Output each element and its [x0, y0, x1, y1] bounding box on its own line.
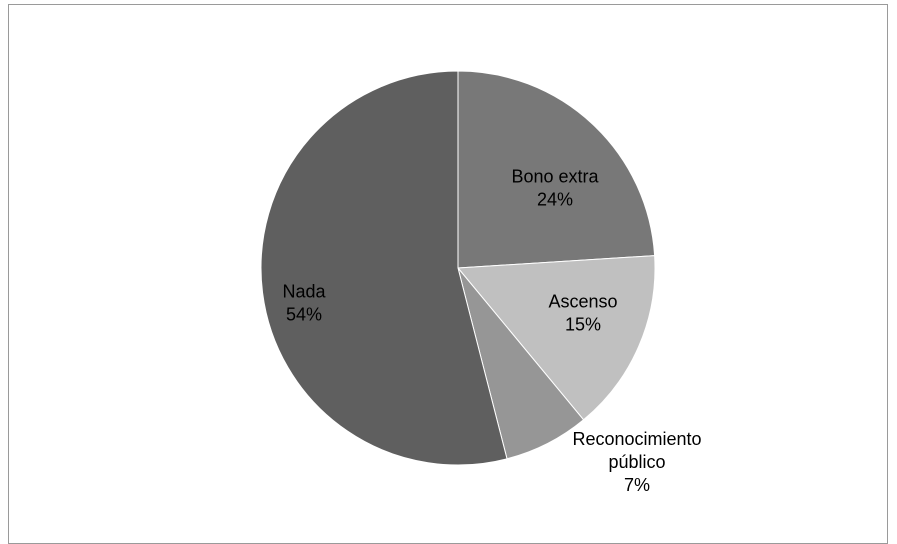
- pie-slices: [260, 70, 656, 466]
- pie-percent-label: 7%: [624, 475, 650, 495]
- pie-category-label: Nada: [282, 282, 326, 302]
- pie-slice-ascenso: [456, 255, 656, 421]
- pie-slice-nada: [260, 70, 508, 466]
- pie-labels: Bono extra 24% Ascenso 15% Reconocimiento púb…: [282, 167, 701, 496]
- pie-label-reconocimiento-público: Reconocimiento público 7%: [572, 429, 701, 495]
- pie-slice-bono-extra: [457, 70, 656, 269]
- pie-category-label: Ascenso: [548, 292, 617, 312]
- pie-label-nada: Nada 54%: [282, 282, 326, 325]
- pie-category-label: público: [608, 452, 665, 472]
- pie-category-label: Bono extra: [511, 167, 599, 187]
- pie-chart: Bono extra 24% Ascenso 15% Reconocimiento púb…: [260, 70, 702, 496]
- pie-percent-label: 15%: [565, 315, 601, 335]
- pie-label-bono-extra: Bono extra 24%: [511, 167, 599, 210]
- pie-category-label: Reconocimiento: [572, 429, 701, 449]
- pie-percent-label: 54%: [286, 305, 322, 325]
- pie-label-ascenso: Ascenso 15%: [548, 292, 617, 335]
- pie-percent-label: 24%: [537, 190, 573, 210]
